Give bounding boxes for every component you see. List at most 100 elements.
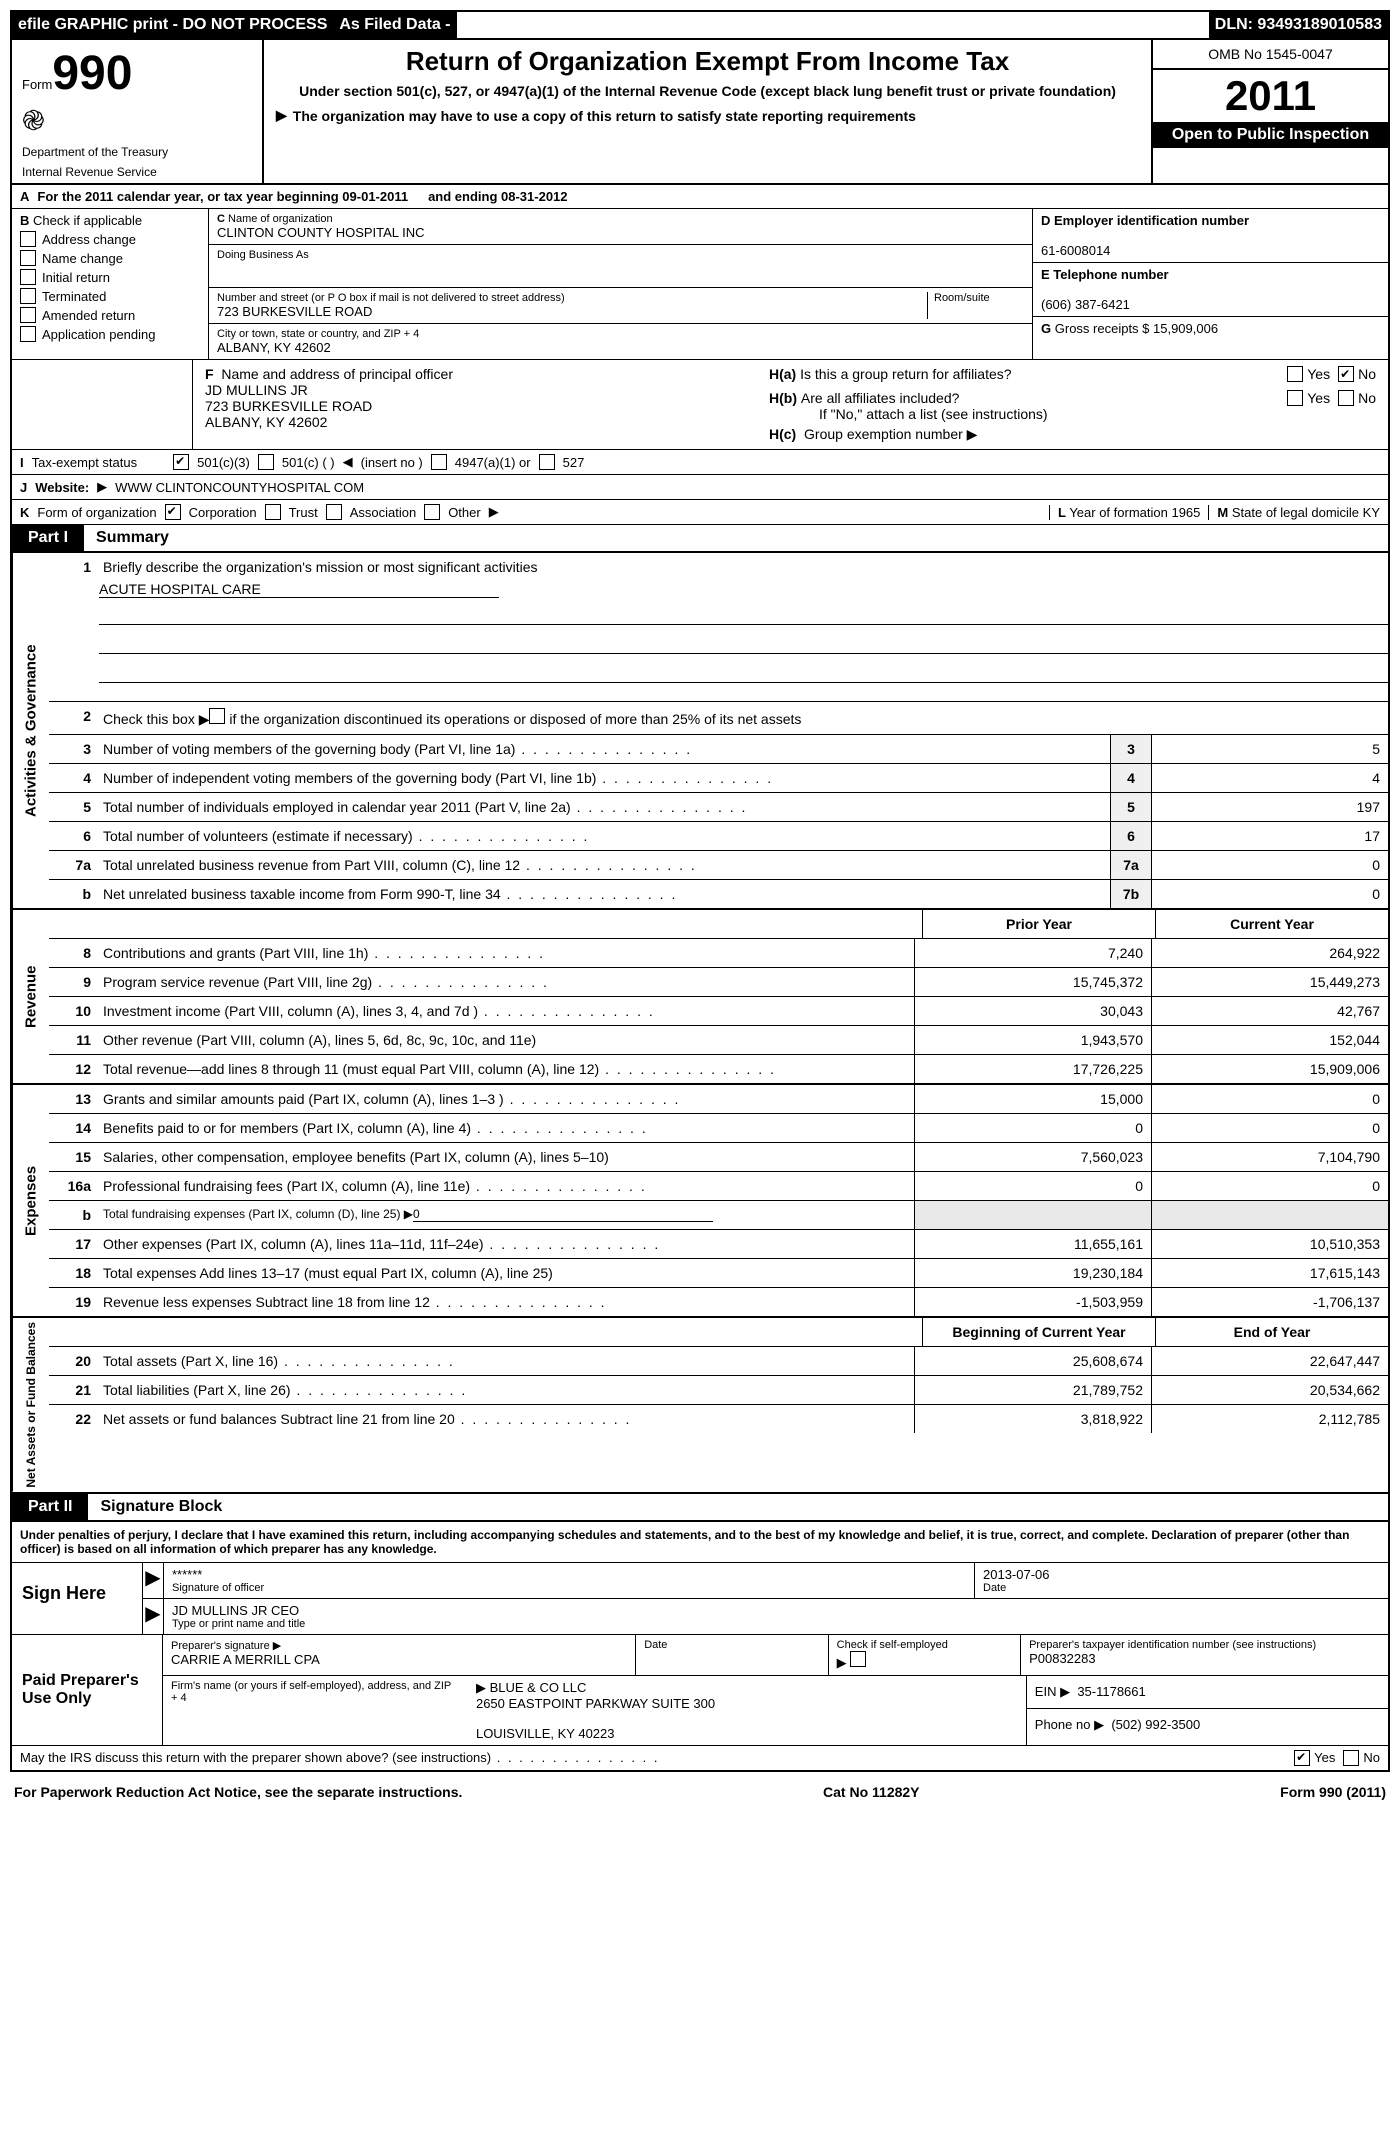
no-label2: No <box>1358 390 1376 406</box>
amended-checkbox[interactable] <box>20 307 36 323</box>
ha-no-checkbox[interactable] <box>1338 366 1354 382</box>
application-pending-checkbox[interactable] <box>20 326 36 342</box>
section-a-row: A For the 2011 calendar year, or tax yea… <box>10 185 1390 209</box>
k-label: K <box>20 505 29 520</box>
section-a-end: and ending 08-31-2012 <box>428 189 567 204</box>
assoc-label: Association <box>350 505 416 520</box>
line16b-current <box>1151 1201 1388 1229</box>
other-label: Other <box>448 505 481 520</box>
irs-eagle-icon: ֎ <box>22 101 252 139</box>
hb-note: If "No," attach a list (see instructions… <box>819 406 1376 422</box>
line21-current: 20,534,662 <box>1151 1376 1388 1404</box>
prep-arrow5-icon: ▶ <box>1094 1717 1104 1732</box>
hb-yes-checkbox[interactable] <box>1287 390 1303 406</box>
form-org-label: Form of organization <box>37 505 156 520</box>
domicile-state: State of legal domicile KY <box>1232 505 1380 520</box>
self-employed-checkbox[interactable] <box>850 1651 866 1667</box>
line13-num: 13 <box>49 1085 95 1113</box>
address-change-checkbox[interactable] <box>20 231 36 247</box>
line2-text2: if the organization discontinued its ope… <box>225 711 801 727</box>
line21-num: 21 <box>49 1376 95 1404</box>
4947-label: 4947(a)(1) or <box>455 455 531 470</box>
other-checkbox[interactable] <box>424 504 440 520</box>
form-number-box: Form990 ֎ Department of the Treasury Int… <box>12 40 264 185</box>
other-arrow-icon: ▶ <box>489 504 499 520</box>
subtitle1: Under section 501(c), 527, or 4947(a)(1)… <box>276 83 1139 99</box>
ein-value: 61-6008014 <box>1041 243 1110 258</box>
discuss-no-checkbox[interactable] <box>1343 1750 1359 1766</box>
line17-prior: 11,655,161 <box>914 1230 1151 1258</box>
line11-current: 152,044 <box>1151 1026 1388 1054</box>
section-a-prefix: A <box>20 189 29 204</box>
terminated-label: Terminated <box>42 289 106 304</box>
line15-prior: 7,560,023 <box>914 1143 1151 1171</box>
501c-checkbox[interactable] <box>258 454 274 470</box>
4947-checkbox[interactable] <box>431 454 447 470</box>
line5-val: 197 <box>1151 793 1388 821</box>
line8-num: 8 <box>49 939 95 967</box>
officer-addr1: 723 BURKESVILLE ROAD <box>205 398 745 414</box>
ha-yes-checkbox[interactable] <box>1287 366 1303 382</box>
line19-num: 19 <box>49 1288 95 1316</box>
discontinued-checkbox[interactable] <box>209 708 225 724</box>
line12-text: Total revenue—add lines 8 through 11 (mu… <box>95 1055 914 1083</box>
subtitle2: The organization may have to use a copy … <box>293 108 916 124</box>
netassets-vlabel: Net Assets or Fund Balances <box>12 1318 49 1492</box>
title-box: Return of Organization Exempt From Incom… <box>264 40 1153 185</box>
line17-current: 10,510,353 <box>1151 1230 1388 1258</box>
b-label: B <box>20 213 29 228</box>
line9-prior: 15,745,372 <box>914 968 1151 996</box>
name-change-checkbox[interactable] <box>20 250 36 266</box>
preparer-use-only-label: Paid Preparer's Use Only <box>12 1635 162 1745</box>
line16a-prior: 0 <box>914 1172 1151 1200</box>
city-value: ALBANY, KY 42602 <box>217 340 1024 355</box>
initial-return-checkbox[interactable] <box>20 269 36 285</box>
line10-num: 10 <box>49 997 95 1025</box>
line7b-val: 0 <box>1151 880 1388 908</box>
hb-no-checkbox[interactable] <box>1338 390 1354 406</box>
website-label: Website: <box>35 480 89 495</box>
form-of-org-row: K Form of organization Corporation Trust… <box>10 500 1390 525</box>
name-address-column: C Name of organization CLINTON COUNTY HO… <box>209 209 1033 359</box>
line7b-num: b <box>49 880 95 908</box>
tax-year: 2011 <box>1153 70 1388 122</box>
corp-checkbox[interactable] <box>165 504 181 520</box>
org-name-label: Name of organization <box>228 213 333 225</box>
firm-label: Firm's name (or yours if self-employed),… <box>171 1680 460 1704</box>
sig-date-value: 2013-07-06 <box>983 1567 1380 1582</box>
line16a-current: 0 <box>1151 1172 1388 1200</box>
activities-vlabel: Activities & Governance <box>12 553 49 908</box>
current-year-header: Current Year <box>1155 910 1388 938</box>
street-value: 723 BURKESVILLE ROAD <box>217 304 927 319</box>
org-name: CLINTON COUNTY HOSPITAL INC <box>217 225 1024 240</box>
line9-current: 15,449,273 <box>1151 968 1388 996</box>
officer-print-name: JD MULLINS JR CEO <box>172 1603 1380 1618</box>
amended-label: Amended return <box>42 308 135 323</box>
corp-label: Corporation <box>189 505 257 520</box>
line2-num: 2 <box>49 702 95 734</box>
discuss-yes-checkbox[interactable] <box>1294 1750 1310 1766</box>
preparer-name: CARRIE A MERRILL CPA <box>171 1652 627 1667</box>
sign-here-row: Sign Here ▶ ****** Signature of officer … <box>12 1563 1388 1635</box>
section-a-label: For the 2011 calendar year, or tax year … <box>37 189 408 204</box>
line11-text: Other revenue (Part VIII, column (A), li… <box>95 1026 914 1054</box>
trust-checkbox[interactable] <box>265 504 281 520</box>
j-label: J <box>20 480 27 495</box>
line6-text: Total number of volunteers (estimate if … <box>95 822 1110 850</box>
line18-num: 18 <box>49 1259 95 1287</box>
name-change-label: Name change <box>42 251 123 266</box>
l-lb: L <box>1058 505 1066 520</box>
footer-right: Form 990 (2011) <box>1280 1784 1386 1800</box>
tax-status-row: I Tax-exempt status 501(c)(3) 501(c) ( )… <box>10 450 1390 475</box>
527-label: 527 <box>563 455 585 470</box>
assoc-checkbox[interactable] <box>326 504 342 520</box>
501c3-checkbox[interactable] <box>173 454 189 470</box>
line14-text: Benefits paid to or for members (Part IX… <box>95 1114 914 1142</box>
discuss-question: May the IRS discuss this return with the… <box>20 1750 1286 1765</box>
officer-name: JD MULLINS JR <box>205 382 745 398</box>
form-number: 990 <box>52 47 132 100</box>
principal-officer-box: F Name and address of principal officer … <box>193 360 757 449</box>
527-checkbox[interactable] <box>539 454 555 470</box>
terminated-checkbox[interactable] <box>20 288 36 304</box>
dln-number: DLN: 93493189010583 <box>1209 12 1388 38</box>
